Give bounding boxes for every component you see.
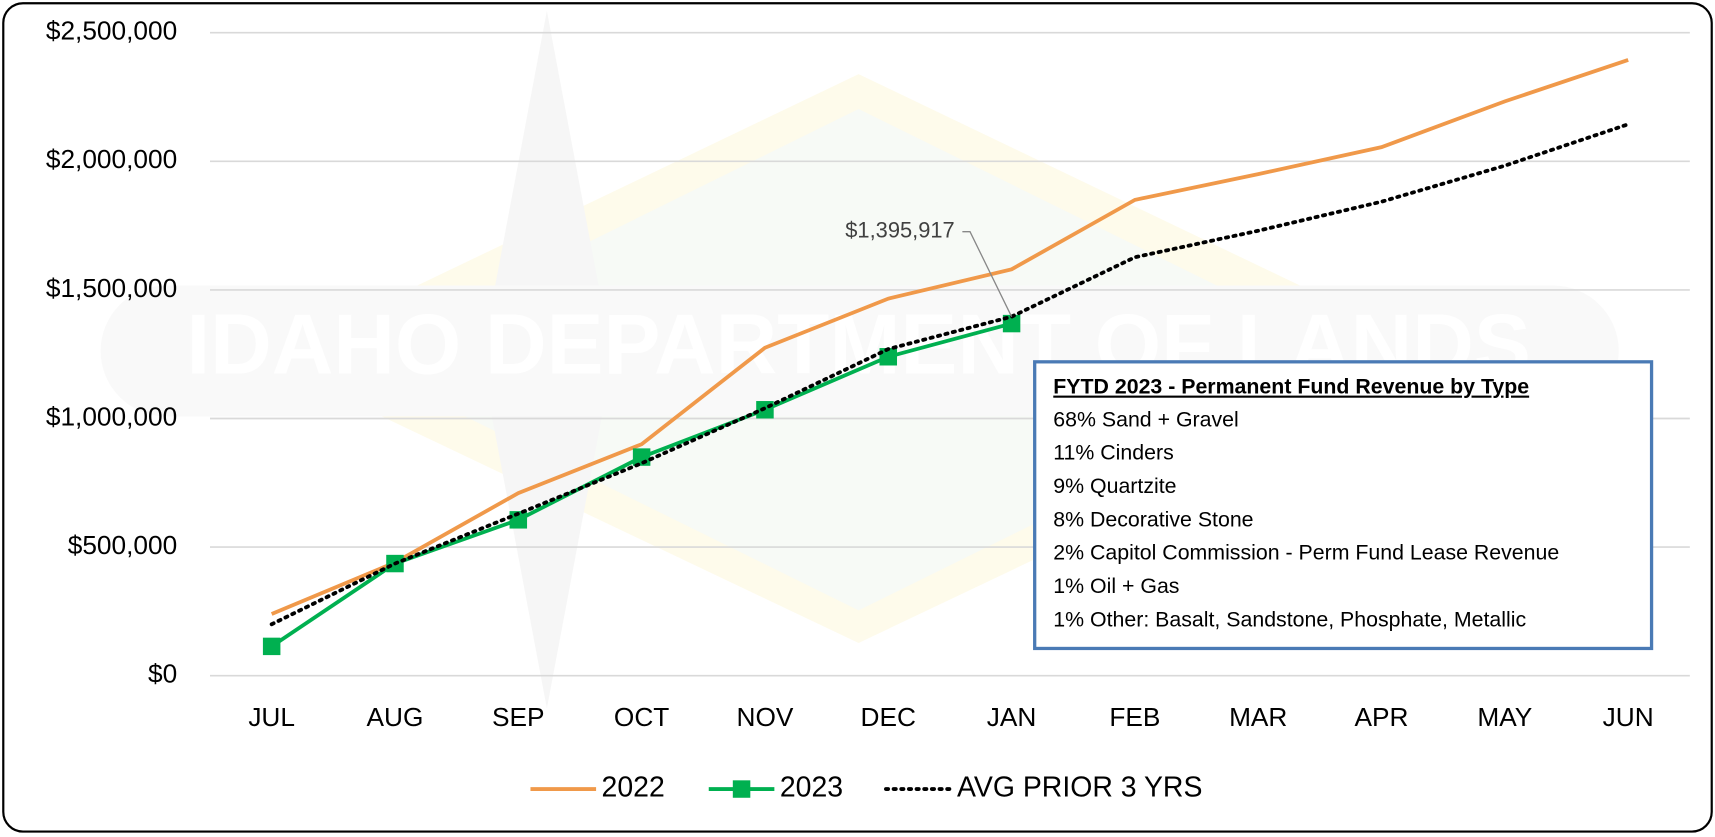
text-box-line: 1% Other: Basalt, Sandstone, Phosphate, …: [1053, 607, 1526, 631]
annotation-leader: [962, 231, 1013, 317]
series-line: [270, 58, 1629, 616]
y-tick-label: $500,000: [68, 530, 177, 560]
data-label: $1,395,917: [845, 217, 954, 242]
x-tick-label: FEB: [1109, 702, 1160, 732]
legend-label: 2022: [602, 772, 665, 804]
text-box-line: 1% Oil + Gas: [1053, 574, 1179, 598]
y-tick-label: $1,000,000: [46, 401, 177, 431]
x-tick-label: JUN: [1603, 702, 1654, 732]
x-tick-label: SEP: [492, 702, 544, 732]
series-line: [269, 122, 1631, 627]
y-tick-label: $0: [148, 659, 177, 689]
series-marker: [879, 348, 898, 366]
x-tick-label: MAR: [1229, 702, 1287, 732]
x-tick-label: APR: [1355, 702, 1409, 732]
y-tick-label: $2,000,000: [46, 144, 177, 174]
text-box-line: 68% Sand + Gravel: [1053, 407, 1238, 431]
text-box-title: FYTD 2023 - Permanent Fund Revenue by Ty…: [1053, 375, 1529, 399]
x-tick-label: JAN: [987, 702, 1037, 732]
series-marker: [262, 637, 281, 656]
x-tick-label: JUL: [248, 702, 295, 732]
text-box-line: 9% Quartzite: [1053, 474, 1176, 498]
x-tick-label: DEC: [861, 702, 916, 732]
text-box-line: 2% Capitol Commission - Perm Fund Lease …: [1053, 541, 1559, 565]
legend-label: 2023: [780, 772, 843, 804]
series-marker: [509, 511, 528, 529]
y-tick-label: $1,500,000: [46, 273, 177, 303]
text-box-line: 11% Cinders: [1053, 441, 1173, 465]
text-box: [1033, 360, 1654, 651]
legend-marker: [732, 780, 751, 798]
x-tick-label: MAY: [1477, 702, 1532, 732]
x-tick-label: OCT: [614, 702, 669, 732]
text-box-line: 8% Decorative Stone: [1053, 507, 1253, 531]
legend-label: AVG PRIOR 3 YRS: [957, 772, 1202, 804]
y-tick-label: $2,500,000: [46, 16, 177, 46]
x-tick-label: AUG: [367, 702, 424, 732]
x-tick-label: NOV: [737, 702, 794, 732]
